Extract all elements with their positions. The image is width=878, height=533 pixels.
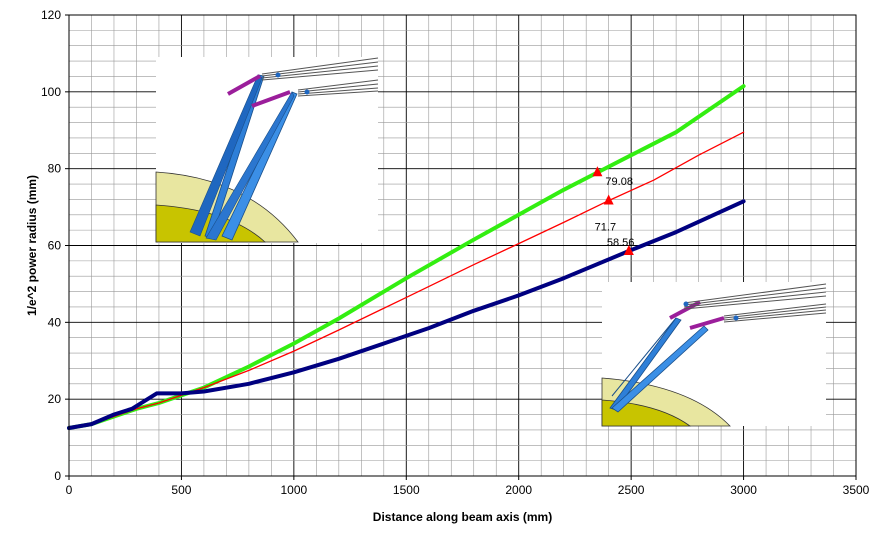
plot-frame [68,14,857,477]
x-axis-title: Distance along beam axis (mm) [373,510,552,524]
marker-label: 71.7 [595,222,616,234]
x-tick-label: 2000 [505,483,532,497]
y-tick-label: 0 [54,469,61,483]
y-tick-label: 80 [48,162,62,176]
x-tick-label: 500 [171,483,191,497]
x-tick-label: 1000 [281,483,308,497]
x-tick-label: 3000 [730,483,757,497]
marker-triangle [623,245,634,256]
x-tick-label: 3500 [843,483,870,497]
inset-render-upper-left [155,57,379,243]
y-tick-label: 120 [41,8,61,22]
marker-label: 58.56 [607,237,635,249]
inset-render-lower-right [601,282,827,427]
y-tick-label: 100 [41,85,61,99]
series-line-3 [67,199,746,430]
series-group [67,84,746,430]
marker-triangle [592,166,603,177]
x-tick-label: 1500 [393,483,420,497]
y-axis-title: 1/e^2 power radius (mm) [25,175,39,316]
marker-triangle [603,194,614,205]
y-tick-label: 60 [48,239,62,253]
y-tick-label: 40 [48,315,62,329]
marker-label: 79.08 [605,176,633,188]
y-tick-label: 20 [48,392,62,406]
tick-labels: 0 500 1000 1500 2000 2500 3000 3500 0 20 40 60 80 100… [41,8,870,497]
markers-group: 79.08 71.7 58.56 [592,166,635,256]
x-tick-label: 2500 [618,483,645,497]
x-tick-label: 0 [66,483,73,497]
